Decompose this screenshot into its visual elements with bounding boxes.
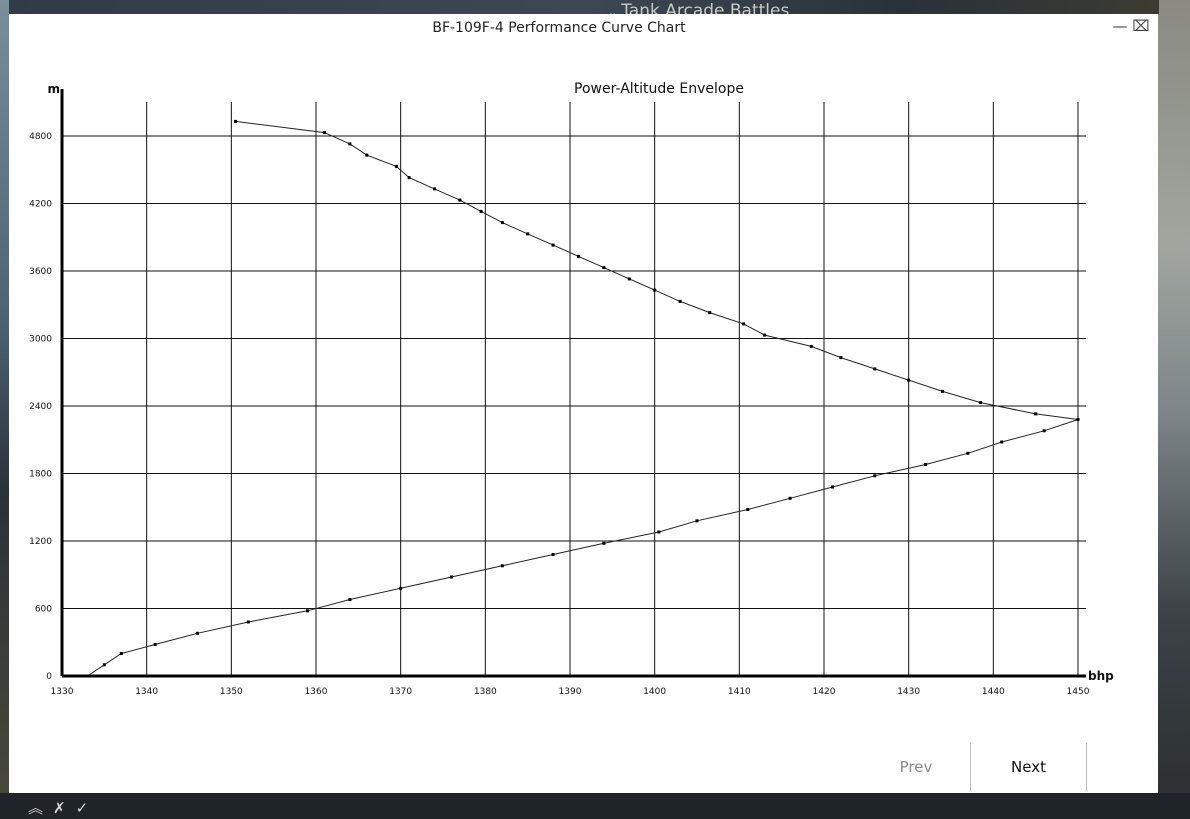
x-tick-label: 1400 xyxy=(643,687,666,697)
background-top-strip xyxy=(9,0,1159,14)
y-tick-label: 1200 xyxy=(29,537,52,547)
data-point xyxy=(809,344,813,348)
background-right-strip xyxy=(1158,0,1190,819)
data-point xyxy=(551,243,555,247)
x-tick-label: 1330 xyxy=(51,687,74,697)
close-icon[interactable]: ⌧ xyxy=(1132,17,1150,35)
data-point xyxy=(85,674,89,678)
data-point xyxy=(196,631,199,635)
x-tick-label: 1420 xyxy=(813,687,836,697)
power-altitude-chart: 1330 1340 1350 1360 1370 1380 1390 1400 1410 1420… xyxy=(29,81,1114,697)
y-tick-label: 4200 xyxy=(29,200,52,210)
x-tick-label: 1430 xyxy=(897,687,920,697)
chevron-down-icon: ⌄ xyxy=(608,6,618,14)
data-point xyxy=(657,530,661,534)
data-point xyxy=(234,119,238,123)
data-point xyxy=(433,187,436,191)
x-tick-label: 1370 xyxy=(389,687,412,697)
data-point xyxy=(873,474,877,478)
game-mode-label: Tank Arcade Battles xyxy=(621,1,790,14)
data-point xyxy=(119,652,123,655)
prev-button[interactable]: Prev xyxy=(862,743,970,791)
x-tick-label: 1440 xyxy=(982,687,1005,697)
data-point xyxy=(348,598,352,601)
game-mode-tab[interactable]: ⌄ Tank Arcade Battles xyxy=(608,0,789,14)
data-point xyxy=(602,541,606,545)
wrench-icon[interactable]: ✗ xyxy=(53,799,76,817)
y-tick-label: 3000 xyxy=(29,335,52,345)
data-point xyxy=(979,401,983,405)
data-point xyxy=(627,277,631,281)
y-tick-label: 0 xyxy=(46,672,52,682)
performance-chart-window: BF-109F-4 Performance Curve Chart — ⌧ 13… xyxy=(9,14,1158,793)
chart-title: Power-Altitude Envelope xyxy=(574,81,744,97)
x-tick-label: 1380 xyxy=(474,687,497,697)
y-tick-label: 2400 xyxy=(29,402,52,412)
data-point xyxy=(763,333,767,337)
y-tick-label: 1800 xyxy=(29,470,52,480)
y-tick-label: 600 xyxy=(35,605,52,615)
check-icon[interactable]: ✓ xyxy=(75,799,99,817)
data-point xyxy=(577,254,580,258)
background-left-strip xyxy=(0,0,9,819)
x-tick-label: 1340 xyxy=(135,687,158,697)
x-axis-label: bhp xyxy=(1088,669,1114,683)
minimize-icon[interactable]: — xyxy=(1112,17,1128,35)
data-point xyxy=(153,643,157,646)
data-point xyxy=(742,322,746,326)
data-point xyxy=(526,232,530,236)
x-tick-label: 1390 xyxy=(559,687,582,697)
data-point xyxy=(1000,440,1004,444)
data-point xyxy=(695,519,699,523)
data-point xyxy=(551,553,555,556)
next-button[interactable]: Next xyxy=(970,743,1087,791)
data-point xyxy=(1034,412,1038,416)
x-tick-label: 1360 xyxy=(305,687,328,697)
data-point xyxy=(941,389,944,393)
data-point xyxy=(839,356,843,360)
x-tick-label: 1410 xyxy=(728,687,751,697)
data-point xyxy=(348,142,352,146)
data-point xyxy=(500,564,504,568)
data-point xyxy=(831,485,834,489)
y-tick-label: 4800 xyxy=(29,132,52,142)
data-point xyxy=(966,451,970,455)
data-point xyxy=(873,367,877,371)
data-point xyxy=(458,198,462,202)
x-tick-label: 1350 xyxy=(220,687,243,697)
data-point xyxy=(323,131,326,135)
data-point xyxy=(306,609,309,613)
y-axis-label: m xyxy=(47,82,60,96)
chevron-up-icon[interactable]: ︽ xyxy=(28,799,54,817)
data-point xyxy=(1076,418,1080,421)
series-line-2 xyxy=(235,120,1079,420)
data-point xyxy=(399,586,403,590)
data-point xyxy=(407,176,411,180)
data-point xyxy=(708,311,712,315)
data-point xyxy=(365,153,369,157)
data-point xyxy=(678,299,682,303)
game-bottom-bar xyxy=(0,793,1190,819)
data-point xyxy=(907,378,911,382)
series-line-1 xyxy=(87,419,1079,677)
data-point xyxy=(394,164,398,168)
data-point xyxy=(102,663,106,667)
data-point xyxy=(1042,429,1046,433)
data-point xyxy=(653,288,657,292)
data-point xyxy=(246,620,250,624)
data-point xyxy=(450,575,453,579)
bottom-toolbar-icons: ︽✗✓ xyxy=(28,797,98,818)
window-title: BF-109F-4 Performance Curve Chart xyxy=(432,20,686,36)
y-tick-label: 3600 xyxy=(29,267,52,277)
data-point xyxy=(602,266,606,270)
data-point xyxy=(746,508,750,511)
data-point xyxy=(500,221,504,225)
x-tick-label: 1450 xyxy=(1067,687,1090,697)
data-point xyxy=(479,209,483,213)
data-point xyxy=(788,496,792,500)
data-point xyxy=(924,463,928,466)
